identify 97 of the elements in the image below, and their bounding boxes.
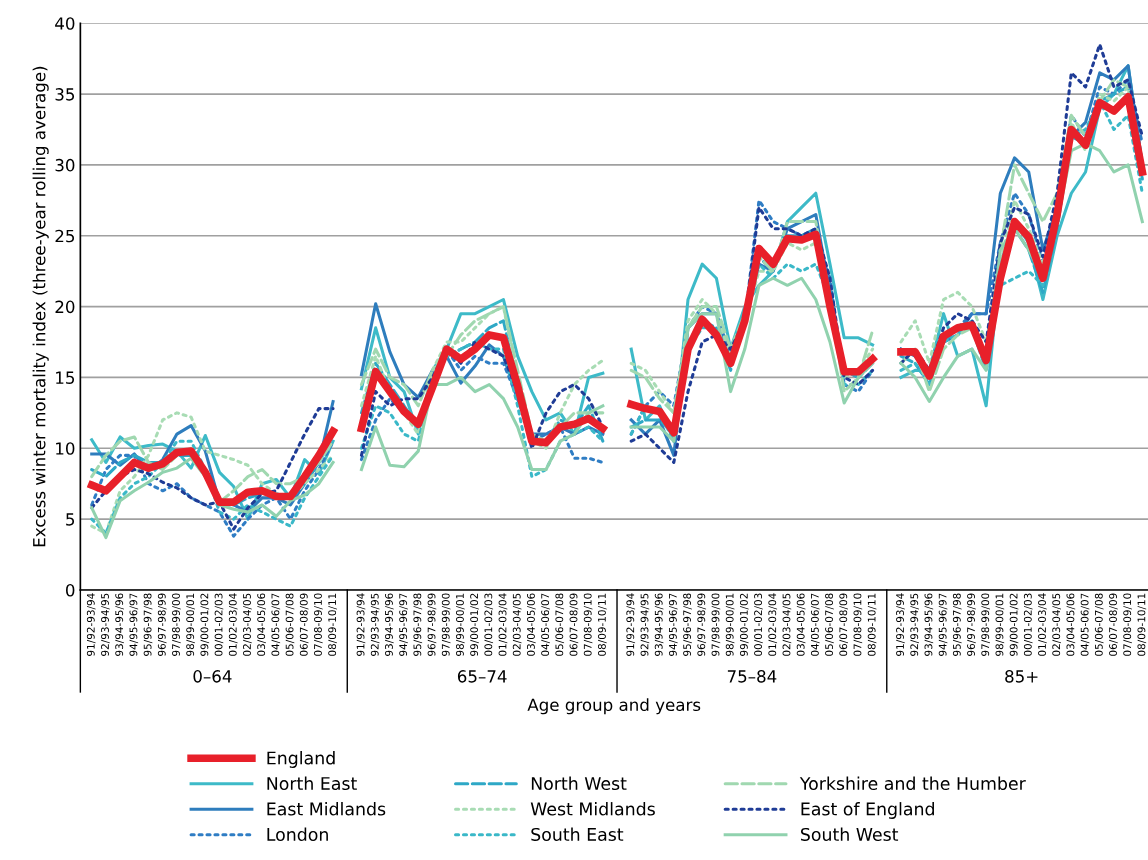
x-tick-label: 96/97-98/99: [697, 593, 707, 656]
x-tick-label: 00/01-02/03: [1023, 593, 1033, 656]
x-tick-label: 99/00-01/02: [1009, 593, 1019, 656]
x-tick-label: 05/06-07/08: [1094, 593, 1104, 656]
x-tick-label: 07/08-09/10: [1123, 593, 1132, 656]
x-tick-label: 98/99-00/01: [995, 593, 1005, 656]
x-tick-label: 07/08-09/10: [314, 593, 323, 656]
x-tick-label: 99/00-01/02: [200, 593, 210, 656]
x-tick-label: 92/93-94/95: [910, 593, 919, 656]
x-tick-label: 95/96-97/98: [683, 593, 692, 656]
y-tick-label: 0: [65, 583, 75, 597]
x-tick-label: 99/00-01/02: [739, 593, 749, 656]
x-tick-label: 06/07-08/09: [1109, 593, 1118, 656]
x-tick-label: 05/06-07/08: [285, 593, 295, 656]
x-tick-label: 93/94-95/96: [924, 593, 934, 656]
legend-label: Yorkshire and the Humber: [799, 776, 1026, 791]
y-tick-label: 5: [66, 513, 75, 526]
x-tick-label: 08/09-10/11: [328, 593, 337, 656]
y-axis-title: Excess winter mortality index (three-year rolling average): [32, 66, 49, 547]
x-tick-label: 91/92-93/94: [626, 593, 636, 656]
x-tick-label: 01/02-03/04: [768, 593, 778, 656]
x-tick-label: 08/09-10/11: [597, 593, 607, 656]
y-tick-label: 15: [56, 371, 75, 384]
x-tick-label: 97/98-99/00: [711, 593, 721, 656]
text: 65–74: [457, 670, 507, 683]
x-tick-label: 02/03-04/05: [512, 593, 522, 656]
y-tick-label: 40: [55, 17, 75, 30]
legend-label: East of England: [801, 802, 934, 819]
x-tick-label: 98/99-00/01: [455, 593, 465, 656]
y-tick-label: 10: [56, 442, 75, 455]
x-tick-label: 06/07-08/09: [839, 593, 849, 656]
legend-label: England: [267, 751, 335, 768]
x-tick-label: 00/01-02/03: [754, 593, 763, 656]
x-tick-label: 05/06-07/08: [825, 593, 834, 656]
x-tick-label: 99/00-01/02: [470, 593, 479, 656]
x-tick-label: 93/94-95/96: [654, 593, 664, 656]
legend-label: South East: [531, 827, 624, 842]
x-tick-label: 94/95-96/97: [938, 593, 948, 656]
y-tick-label: 20: [55, 300, 75, 314]
legend-label: South West: [800, 827, 899, 842]
x-tick-label: 00/01-02/03: [214, 593, 224, 656]
x-tick-label: 91/92-93/94: [86, 593, 96, 656]
x-tick-label: 02/03-04/05: [243, 593, 252, 656]
x-tick-label: 95/96-97/98: [413, 593, 423, 656]
x-tick-label: 04/05-06/07: [1080, 593, 1090, 656]
x-tick-label: 96/97-98/99: [427, 593, 437, 656]
x-tick-label: 92/93-94/95: [640, 593, 650, 656]
x-tick-label: 03/04-05/06: [257, 593, 266, 656]
legend-label: East Midlands: [267, 802, 386, 816]
x-tick-label: 93/94-95/96: [385, 593, 394, 656]
x-tick-label: 95/96-97/98: [143, 593, 153, 656]
x-tick-label: 06/07-08/09: [299, 593, 309, 656]
x-tick-label: 00/01-02/03: [484, 593, 494, 656]
legend-label: London: [267, 827, 328, 842]
x-tick-label: 95/96-97/98: [952, 593, 962, 656]
x-tick-label: 98/99-00/01: [186, 593, 195, 656]
x-tick-label: 03/04-05/06: [796, 593, 806, 656]
x-tick-label: 94/95-96/97: [668, 593, 678, 656]
x-tick-label: 07/08-09/10: [583, 593, 593, 656]
legend-label: North East: [267, 776, 357, 791]
x-tick-label: 92/93-94/95: [370, 593, 380, 656]
x-tick-label: 01/02-03/04: [228, 593, 238, 656]
x-axis-title: Age group and years: [527, 698, 701, 715]
x-tick-label: 98/99-00/01: [725, 593, 735, 656]
legend-label: West Midlands: [530, 802, 655, 816]
x-tick-label: 01/02-03/04: [498, 593, 508, 656]
x-tick-label: 02/03-04/05: [782, 593, 792, 656]
y-tick-label: 30: [55, 158, 75, 172]
x-tick-label: 97/98-99/00: [172, 593, 181, 656]
x-tick-label: 03/04-05/06: [1066, 593, 1076, 656]
x-tick-label: 07/08-09/10: [853, 593, 863, 656]
x-tick-label: 08/09-10/11: [867, 593, 877, 656]
x-tick-label: 04/05-06/07: [810, 593, 820, 656]
x-tick-label: 97/98-99/00: [441, 593, 451, 656]
x-tick-label: 04/05-06/07: [541, 593, 550, 656]
x-tick-label: 08/09-10/11: [1137, 593, 1147, 656]
x-tick-label: 04/05-06/07: [271, 593, 281, 656]
x-tick-label: 03/04-05/06: [526, 593, 536, 656]
text: 75–84: [727, 670, 777, 683]
x-tick-label: 01/02-03/04: [1038, 593, 1047, 656]
x-tick-label: 91/92-93/94: [356, 593, 366, 656]
x-tick-label: 94/95-96/97: [129, 593, 139, 656]
x-tick-label: 91/92-93/94: [896, 593, 905, 656]
x-tick-label: 92/93-94/95: [101, 593, 110, 656]
x-tick-label: 93/94-95/96: [115, 593, 124, 656]
x-tick-label: 05/06-07/08: [555, 593, 565, 656]
x-tick-label: 94/95-96/97: [399, 593, 408, 656]
y-tick-label: 35: [55, 88, 75, 101]
y-tick-label: 25: [55, 229, 75, 243]
x-tick-label: 97/98-99/00: [981, 593, 990, 656]
text: 0–64: [193, 670, 232, 683]
x-tick-label: 96/97-98/99: [967, 593, 976, 656]
x-tick-label: 02/03-04/05: [1052, 593, 1061, 656]
legend-label: North West: [531, 776, 627, 791]
text: 85+: [1005, 670, 1038, 683]
x-tick-label: 06/07-08/09: [569, 593, 579, 656]
x-tick-label: 96/97-98/99: [157, 593, 167, 656]
